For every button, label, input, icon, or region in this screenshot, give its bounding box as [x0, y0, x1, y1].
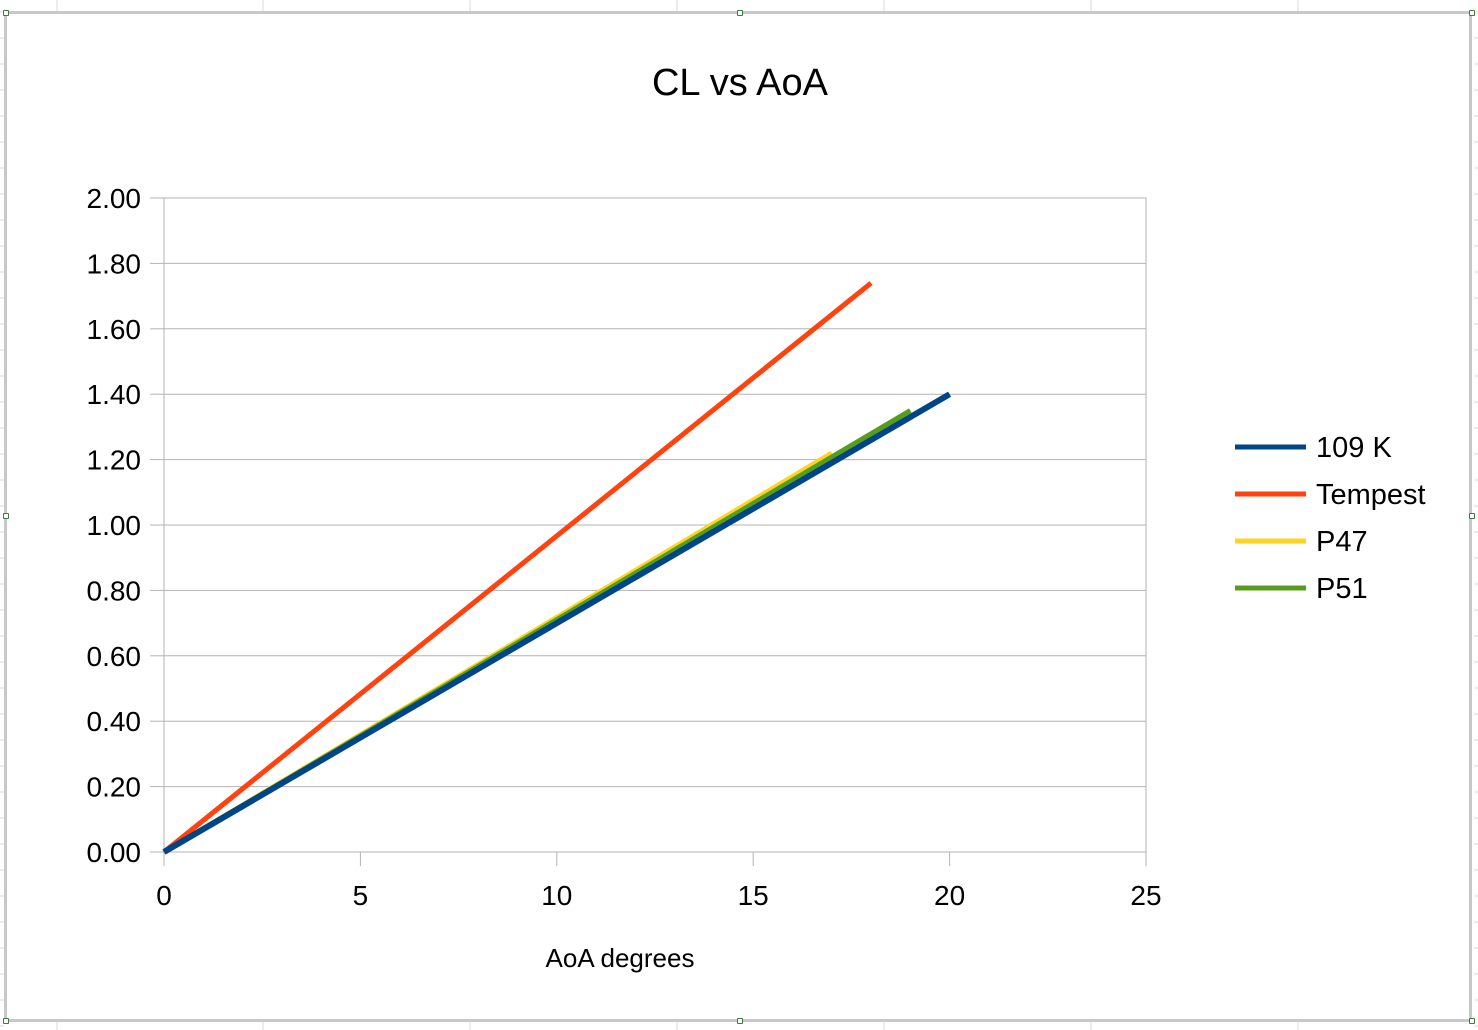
legend-label: Tempest — [1316, 479, 1426, 511]
y-tick-label: 1.20 — [87, 445, 142, 476]
x-axis-title: AoA degrees — [546, 943, 695, 973]
y-tick-label: 2.00 — [87, 183, 142, 214]
x-axis: 0 5 10 15 20 25 — [156, 852, 1162, 911]
resize-handle-top-left[interactable] — [3, 10, 9, 16]
resize-handle-top[interactable] — [737, 10, 743, 16]
series-line-109-k — [162, 391, 952, 855]
x-tick-label: 10 — [541, 880, 572, 911]
resize-handle-bottom[interactable] — [737, 1018, 743, 1024]
gridlines — [164, 197, 1146, 853]
resize-handle-top-right[interactable] — [1469, 10, 1475, 16]
resize-handle-right[interactable] — [1469, 513, 1475, 519]
y-tick-label: 0.00 — [87, 837, 142, 868]
series-lines — [162, 281, 952, 855]
legend: 109 K Tempest P47 P51 — [1235, 432, 1426, 605]
legend-item: Tempest — [1235, 479, 1426, 511]
x-tick-label: 5 — [353, 880, 369, 911]
x-tick-label: 20 — [934, 880, 965, 911]
resize-handle-bottom-left[interactable] — [3, 1018, 9, 1024]
legend-label: P47 — [1316, 526, 1368, 558]
legend-item: P51 — [1235, 573, 1368, 605]
legend-label: P51 — [1316, 573, 1368, 605]
x-tick-label: 0 — [156, 880, 172, 911]
y-tick-label: 0.40 — [87, 706, 142, 737]
y-tick-label: 1.40 — [87, 379, 142, 410]
y-tick-label: 0.80 — [87, 575, 142, 606]
legend-label: 109 K — [1316, 432, 1392, 464]
legend-item: P47 — [1235, 526, 1368, 558]
y-tick-label: 0.20 — [87, 772, 142, 803]
chart-title: CL vs AoA — [652, 62, 829, 104]
y-tick-label: 1.80 — [87, 248, 142, 279]
series-line-tempest — [162, 281, 873, 854]
y-axis: 0.00 0.20 0.40 0.60 0.80 1.00 1.20 1.40 1.60 1.80… — [87, 183, 164, 868]
resize-handle-bottom-right[interactable] — [1469, 1018, 1475, 1024]
x-tick-label: 15 — [738, 880, 769, 911]
y-tick-label: 0.60 — [87, 641, 142, 672]
legend-item: 109 K — [1235, 432, 1392, 464]
y-tick-label: 1.00 — [87, 510, 142, 541]
y-tick-label: 1.60 — [87, 314, 142, 345]
resize-handle-left[interactable] — [3, 513, 9, 519]
x-tick-label: 25 — [1130, 880, 1161, 911]
